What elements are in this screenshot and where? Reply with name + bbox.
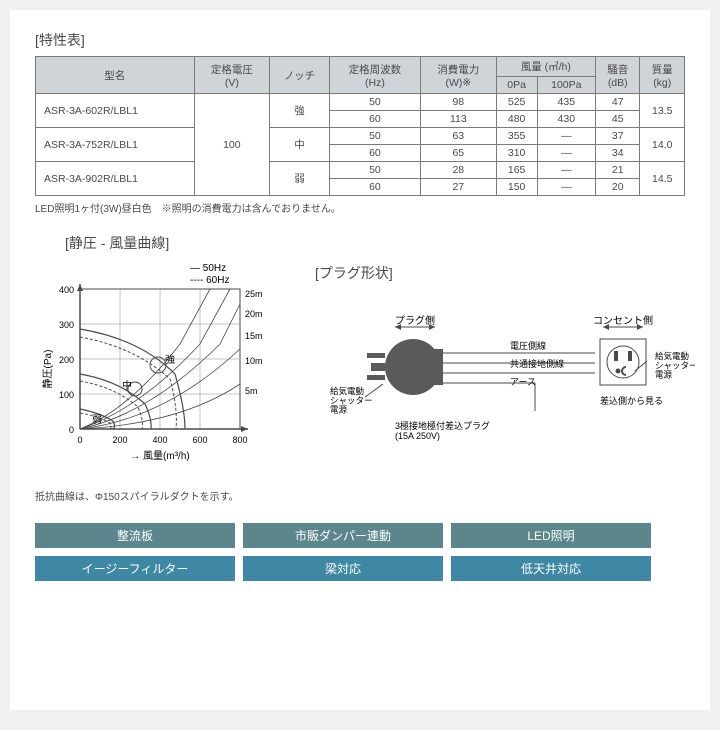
ytick: 200 <box>59 355 74 365</box>
duct-label: 15m <box>245 331 263 341</box>
cell: — <box>537 179 595 196</box>
legend-50hz: — 50Hz <box>190 263 226 274</box>
view-from-label: 差込側から見る <box>600 395 663 406</box>
model-cell: ASR-3A-752R/LBL1 <box>36 128 195 162</box>
notch-cell: 弱 <box>270 162 330 196</box>
mass-cell: 14.5 <box>640 162 685 196</box>
cell: — <box>537 128 595 145</box>
earth-label: アース <box>510 377 536 387</box>
cell: 50 <box>329 94 420 111</box>
th-air0: 0Pa <box>496 77 537 94</box>
th-freq: 定格周波数 (Hz) <box>329 57 420 94</box>
cell: 50 <box>329 128 420 145</box>
table-note: LED照明1ヶ付(3W)昼白色 ※照明の消費電力は含んでおりません。 <box>35 200 685 215</box>
duct-label: 25m <box>245 289 263 299</box>
tag: イージーフィルター <box>35 556 235 581</box>
duct-label: 10m <box>245 356 263 366</box>
cell: 113 <box>421 111 497 128</box>
cell: 63 <box>421 128 497 145</box>
ytick: 0 <box>69 425 74 435</box>
cell: 98 <box>421 94 497 111</box>
duct-label: 20m <box>245 309 263 319</box>
ytick: 100 <box>59 390 74 400</box>
cell: 27 <box>421 179 497 196</box>
xtick: 600 <box>192 435 207 445</box>
th-mass: 質量 (kg) <box>640 57 685 94</box>
ytick: 300 <box>59 320 74 330</box>
cell: 310 <box>496 145 537 162</box>
curve-label-high: 強 <box>165 353 175 366</box>
plug-title: [プラグ形状] <box>315 263 695 283</box>
cell: 47 <box>596 94 640 111</box>
feature-tags: 整流板 市販ダンパー連動 LED照明 イージーフィルター 梁対応 低天井対応 <box>35 523 685 581</box>
shutter-power-label: 給気電動シャッター電源 <box>330 386 373 415</box>
curve-label-mid: 中 <box>122 379 132 392</box>
pressure-airflow-chart: — 50Hz ---- 60Hz 0 10 <box>35 259 295 479</box>
cell: 430 <box>537 111 595 128</box>
cell: 525 <box>496 94 537 111</box>
plug-diagram: プラグ側 コンセント側 電圧側線 共通接地側線 アース 給気電動シャッター電源 … <box>315 289 695 459</box>
xlabel: → 風量(m³/h) <box>130 450 189 462</box>
tag: LED照明 <box>451 523 651 548</box>
volt-line-label: 電圧側線 <box>510 340 546 351</box>
xtick: 400 <box>152 435 167 445</box>
cell: 20 <box>596 179 640 196</box>
cell: — <box>537 145 595 162</box>
cell: — <box>537 162 595 179</box>
cell: 45 <box>596 111 640 128</box>
ylabel: 静圧(Pa) <box>41 350 54 389</box>
mass-cell: 13.5 <box>640 94 685 128</box>
volt-cell: 100 <box>194 94 270 196</box>
th-model: 型名 <box>36 57 195 94</box>
mass-cell: 14.0 <box>640 128 685 162</box>
cell: 28 <box>421 162 497 179</box>
cell: 150 <box>496 179 537 196</box>
spec-table: 型名 定格電圧 (V) ノッチ 定格周波数 (Hz) 消費電力 (W)※ 風量 … <box>35 56 685 196</box>
cell: 165 <box>496 162 537 179</box>
model-cell: ASR-3A-602R/LBL1 <box>36 94 195 128</box>
tag: 整流板 <box>35 523 235 548</box>
xtick: 200 <box>112 435 127 445</box>
cell: 21 <box>596 162 640 179</box>
ytick: 400 <box>59 285 74 295</box>
th-noise: 騒音 (dB) <box>596 57 640 94</box>
cell: 480 <box>496 111 537 128</box>
spec-table-title: [特性表] <box>35 30 685 50</box>
notch-cell: 中 <box>270 128 330 162</box>
model-cell: ASR-3A-902R/LBL1 <box>36 162 195 196</box>
cell: 60 <box>329 111 420 128</box>
chart-title: [静圧 - 風量曲線] <box>35 233 295 253</box>
plug-name-label: 3極接地極付差込プラグ(15A 250V) <box>395 420 490 441</box>
shutter-power-label-2: 給気電動シャッター電源 <box>655 351 695 380</box>
outlet-side-label: コンセント側 <box>593 314 653 327</box>
tag: 市販ダンパー連動 <box>243 523 443 548</box>
th-notch: ノッチ <box>270 57 330 94</box>
notch-cell: 強 <box>270 94 330 128</box>
cell: 435 <box>537 94 595 111</box>
chart-note: 抵抗曲線は、Φ150スパイラルダクトを示す。 <box>35 488 295 503</box>
th-air100: 100Pa <box>537 77 595 94</box>
xtick: 0 <box>77 435 82 445</box>
curve-label-low: 弱 <box>92 414 102 426</box>
tag: 梁対応 <box>243 556 443 581</box>
ground-line-label: 共通接地側線 <box>510 358 564 369</box>
legend-60hz: ---- 60Hz <box>190 275 229 286</box>
cell: 65 <box>421 145 497 162</box>
duct-label: 5m <box>245 386 258 396</box>
th-volt: 定格電圧 (V) <box>194 57 270 94</box>
cell: 50 <box>329 162 420 179</box>
xtick: 800 <box>232 435 247 445</box>
cell: 37 <box>596 128 640 145</box>
tag: 低天井対応 <box>451 556 651 581</box>
th-airflow: 風量 (㎥/h) <box>496 57 595 77</box>
cell: 34 <box>596 145 640 162</box>
cell: 60 <box>329 179 420 196</box>
th-power: 消費電力 (W)※ <box>421 57 497 94</box>
cell: 355 <box>496 128 537 145</box>
cell: 60 <box>329 145 420 162</box>
